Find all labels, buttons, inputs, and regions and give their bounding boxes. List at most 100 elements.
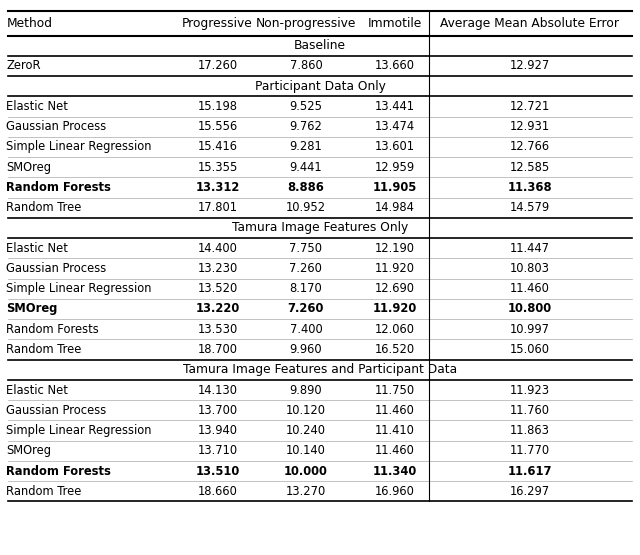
Text: 8.886: 8.886 [287, 181, 324, 194]
Text: Gaussian Process: Gaussian Process [6, 404, 107, 417]
Text: Random Forests: Random Forests [6, 323, 99, 336]
Text: 11.760: 11.760 [510, 404, 550, 417]
Text: 10.140: 10.140 [286, 445, 326, 457]
Text: 8.170: 8.170 [289, 282, 323, 295]
Text: 13.220: 13.220 [195, 302, 240, 315]
Text: 13.940: 13.940 [198, 424, 237, 437]
Text: Gaussian Process: Gaussian Process [6, 120, 107, 133]
Text: Method: Method [6, 17, 52, 30]
Text: 11.617: 11.617 [508, 465, 552, 477]
Text: 12.690: 12.690 [375, 282, 415, 295]
Text: Gaussian Process: Gaussian Process [6, 262, 107, 275]
Text: 11.750: 11.750 [375, 384, 415, 396]
Text: SMOreg: SMOreg [6, 161, 51, 174]
Text: Tamura Image Features Only: Tamura Image Features Only [232, 221, 408, 234]
Text: Simple Linear Regression: Simple Linear Regression [6, 282, 152, 295]
Text: 9.890: 9.890 [290, 384, 322, 396]
Text: Immotile: Immotile [368, 17, 422, 30]
Text: 9.441: 9.441 [290, 161, 322, 174]
Text: 12.190: 12.190 [375, 242, 415, 255]
Text: 14.984: 14.984 [375, 201, 415, 214]
Text: Random Forests: Random Forests [6, 465, 111, 477]
Text: 9.960: 9.960 [290, 343, 322, 356]
Text: 15.198: 15.198 [198, 100, 237, 113]
Text: 12.931: 12.931 [510, 120, 550, 133]
Text: Elastic Net: Elastic Net [6, 384, 68, 396]
Text: 11.410: 11.410 [375, 424, 415, 437]
Text: 13.530: 13.530 [198, 323, 237, 336]
Text: 11.863: 11.863 [510, 424, 550, 437]
Text: 10.120: 10.120 [286, 404, 326, 417]
Text: 11.920: 11.920 [372, 302, 417, 315]
Text: Random Tree: Random Tree [6, 201, 82, 214]
Text: 7.260: 7.260 [288, 302, 324, 315]
Text: 12.585: 12.585 [510, 161, 550, 174]
Text: 14.579: 14.579 [510, 201, 550, 214]
Text: 11.923: 11.923 [510, 384, 550, 396]
Text: 12.721: 12.721 [510, 100, 550, 113]
Text: Elastic Net: Elastic Net [6, 100, 68, 113]
Text: 13.710: 13.710 [198, 445, 237, 457]
Text: 12.766: 12.766 [510, 140, 550, 153]
Text: 15.556: 15.556 [198, 120, 237, 133]
Text: 7.400: 7.400 [289, 323, 323, 336]
Text: 16.520: 16.520 [375, 343, 415, 356]
Text: SMOreg: SMOreg [6, 302, 58, 315]
Text: 13.230: 13.230 [198, 262, 237, 275]
Text: 13.601: 13.601 [375, 140, 415, 153]
Text: 17.260: 17.260 [198, 59, 237, 72]
Text: 7.860: 7.860 [289, 59, 323, 72]
Text: 13.270: 13.270 [286, 485, 326, 498]
Text: 10.952: 10.952 [286, 201, 326, 214]
Text: 14.400: 14.400 [198, 242, 237, 255]
Text: 7.750: 7.750 [289, 242, 323, 255]
Text: Elastic Net: Elastic Net [6, 242, 68, 255]
Text: Random Tree: Random Tree [6, 343, 82, 356]
Text: 12.060: 12.060 [375, 323, 415, 336]
Text: ZeroR: ZeroR [6, 59, 41, 72]
Text: Non-progressive: Non-progressive [256, 17, 356, 30]
Text: 9.281: 9.281 [289, 140, 323, 153]
Text: 13.520: 13.520 [198, 282, 237, 295]
Text: 11.460: 11.460 [510, 282, 550, 295]
Text: 10.800: 10.800 [508, 302, 552, 315]
Text: Progressive: Progressive [182, 17, 253, 30]
Text: 10.997: 10.997 [510, 323, 550, 336]
Text: Tamura Image Features and Participant Data: Tamura Image Features and Participant Da… [183, 364, 457, 376]
Text: 7.260: 7.260 [289, 262, 323, 275]
Text: Participant Data Only: Participant Data Only [255, 80, 385, 93]
Text: Baseline: Baseline [294, 39, 346, 52]
Text: 11.460: 11.460 [375, 445, 415, 457]
Text: 9.525: 9.525 [289, 100, 323, 113]
Text: Simple Linear Regression: Simple Linear Regression [6, 424, 152, 437]
Text: 14.130: 14.130 [198, 384, 237, 396]
Text: 11.368: 11.368 [508, 181, 552, 194]
Text: 11.340: 11.340 [372, 465, 417, 477]
Text: 17.801: 17.801 [198, 201, 237, 214]
Text: Average Mean Absolute Error: Average Mean Absolute Error [440, 17, 620, 30]
Text: 11.905: 11.905 [372, 181, 417, 194]
Text: 13.474: 13.474 [375, 120, 415, 133]
Text: 11.770: 11.770 [510, 445, 550, 457]
Text: 11.447: 11.447 [510, 242, 550, 255]
Text: Random Forests: Random Forests [6, 181, 111, 194]
Text: 16.960: 16.960 [375, 485, 415, 498]
Text: 13.312: 13.312 [195, 181, 240, 194]
Text: 13.441: 13.441 [375, 100, 415, 113]
Text: 13.660: 13.660 [375, 59, 415, 72]
Text: SMOreg: SMOreg [6, 445, 51, 457]
Text: 18.700: 18.700 [198, 343, 237, 356]
Text: 13.510: 13.510 [195, 465, 240, 477]
Text: 13.700: 13.700 [198, 404, 237, 417]
Text: 18.660: 18.660 [198, 485, 237, 498]
Text: 15.416: 15.416 [198, 140, 237, 153]
Text: 11.920: 11.920 [375, 262, 415, 275]
Text: 15.355: 15.355 [197, 161, 238, 174]
Text: 15.060: 15.060 [510, 343, 550, 356]
Text: 11.460: 11.460 [375, 404, 415, 417]
Text: 12.959: 12.959 [375, 161, 415, 174]
Text: 10.000: 10.000 [284, 465, 328, 477]
Text: Simple Linear Regression: Simple Linear Regression [6, 140, 152, 153]
Text: 12.927: 12.927 [510, 59, 550, 72]
Text: 10.240: 10.240 [286, 424, 326, 437]
